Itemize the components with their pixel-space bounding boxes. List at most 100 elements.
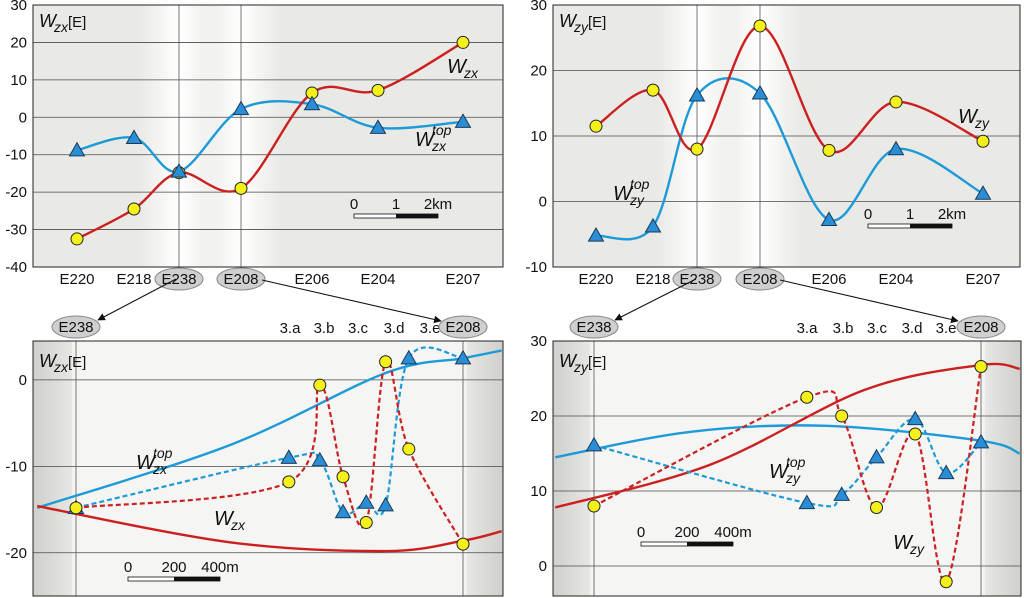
y-axis-title: Wzx [E] <box>39 11 86 35</box>
data-point <box>127 202 141 216</box>
scale-label: 0 <box>864 206 872 223</box>
end-badge-left-bg <box>569 315 619 339</box>
edge-shade-left <box>553 341 594 596</box>
y-tick-label: -30 <box>5 222 27 239</box>
category-badge: E208 <box>735 267 785 291</box>
profile-label: 3.b <box>833 320 854 337</box>
plot-frame <box>552 340 1022 597</box>
scale-label: 0 <box>637 524 645 541</box>
x-tick-label: E206 <box>811 271 846 288</box>
y-tick-label: 0 <box>19 372 27 389</box>
data-point <box>820 211 838 226</box>
y-axis-title-main: W <box>559 351 578 371</box>
data-point <box>937 464 955 480</box>
data-point <box>833 486 851 501</box>
series-label: Wzy <box>893 532 925 557</box>
profile-label: 3.a <box>797 320 819 337</box>
series-label-sup: top <box>630 176 650 192</box>
y-tick-label: 20 <box>530 63 547 80</box>
y-tick-label: -20 <box>5 184 27 201</box>
scale-bar-black <box>174 577 220 581</box>
profile-label: 3.c <box>867 320 888 337</box>
x-tick-label: E207 <box>445 271 480 288</box>
y-tick-label: 20 <box>530 408 547 425</box>
series-label-main: W <box>415 129 436 151</box>
data-point <box>974 185 992 200</box>
series-label-main: W <box>769 461 790 483</box>
data-point <box>868 448 885 464</box>
plot-frame <box>32 4 504 268</box>
series-label-sub: zy <box>909 541 925 557</box>
data-point <box>400 349 418 365</box>
category-badge-bg <box>735 267 785 291</box>
data-point <box>908 427 922 441</box>
profile-band <box>72 341 467 596</box>
data-point <box>976 134 990 148</box>
y-tick-label: -10 <box>5 458 27 475</box>
data-point <box>402 442 416 456</box>
data-point <box>311 451 329 467</box>
y-tick-label: 10 <box>10 72 27 89</box>
y-axis-title-unit: [E] <box>588 354 606 371</box>
series-label-main: W <box>214 508 235 530</box>
data-point <box>234 181 248 195</box>
scale-bar-black <box>910 224 952 228</box>
series-label-main: W <box>447 56 468 78</box>
x-tick-label: E218 <box>635 271 670 288</box>
edge-shade-right <box>463 341 503 596</box>
y-tick-label: 30 <box>10 0 27 14</box>
scale-label: 400m <box>201 559 239 576</box>
data-point <box>336 470 350 484</box>
data-point <box>125 129 143 144</box>
end-badge-right-bg <box>956 315 1006 339</box>
data-point <box>232 100 250 116</box>
data-point <box>753 19 767 33</box>
scale-label: 2km <box>424 196 452 213</box>
data-point <box>835 409 849 423</box>
end-badge-left-bg <box>51 315 101 339</box>
data-point <box>357 494 375 509</box>
y-tick-label: -40 <box>5 259 27 276</box>
series-label: Wzx <box>214 508 246 533</box>
scale-label: 1 <box>392 196 400 213</box>
y-axis-title-sub: zy <box>573 19 589 35</box>
series-label-sub: zx <box>463 65 479 81</box>
profile-label: 3.e <box>420 320 441 337</box>
series-label-sup: top <box>432 122 452 138</box>
series-label-main: W <box>613 183 634 205</box>
y-axis-title-main: W <box>39 351 58 371</box>
data-point <box>454 113 472 128</box>
end-badge-right-text: E208 <box>963 319 998 336</box>
data-point <box>822 143 836 157</box>
data-point <box>313 378 327 392</box>
end-badge-left: E238 <box>569 315 619 339</box>
y-axis-title-unit: [E] <box>68 354 86 371</box>
y-axis-title-sub: zy <box>573 359 589 375</box>
y-tick-label: 0 <box>19 109 27 126</box>
data-point <box>334 503 352 519</box>
connector-arrow <box>97 278 177 321</box>
category-badge-text: E208 <box>223 271 258 288</box>
y-axis-title-sub: zx <box>53 19 69 35</box>
scale-bar: 0 1 2km <box>864 206 966 229</box>
y-tick-label: -20 <box>5 545 27 562</box>
end-badge-right: E208 <box>438 315 488 339</box>
series-label-sub: zx <box>152 461 168 477</box>
y-tick-label: 10 <box>530 128 547 145</box>
y-tick-label: -10 <box>525 259 547 276</box>
profile-label: 3.c <box>348 320 369 337</box>
scale-label: 0 <box>350 196 358 213</box>
data-point <box>906 410 924 426</box>
data-point <box>644 217 662 233</box>
data-point <box>69 501 83 515</box>
scale-label: 200 <box>674 524 699 541</box>
series-label-main: W <box>893 532 914 554</box>
data-point <box>589 119 603 133</box>
profile-label: 3.e <box>936 320 957 337</box>
